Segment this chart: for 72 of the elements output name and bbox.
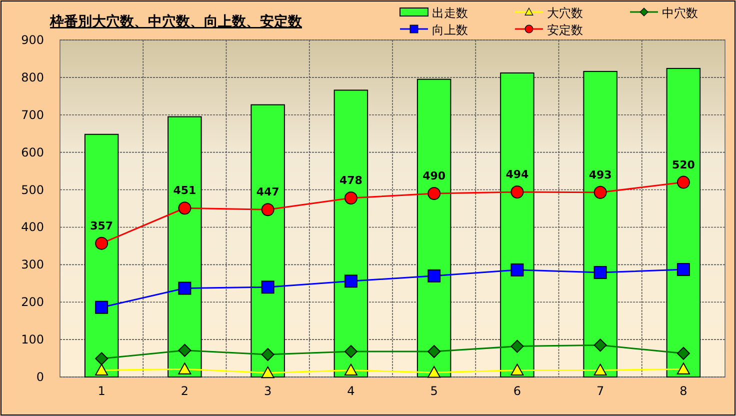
point [428,345,441,358]
x-tick-label: 2 [180,384,189,398]
data-label: 447 [256,186,280,199]
point [95,364,108,376]
legend-label: 出走数 [432,6,468,20]
point [428,366,441,378]
point [95,300,108,314]
point [428,269,441,282]
bar [84,134,119,378]
point [344,364,358,376]
point [510,364,524,376]
legend-label: 安定数 [547,23,583,37]
y-tick-label: 500 [21,182,44,197]
point [676,346,690,360]
x-tick-label: 3 [264,384,272,398]
point [676,176,690,189]
point [95,352,108,366]
point [178,362,192,374]
data-label: 451 [173,184,196,198]
point [676,263,690,276]
x-tick-label: 4 [347,384,355,398]
point [510,340,524,353]
y-tick-label: 200 [21,295,44,310]
y-tick-label: 900 [21,33,44,47]
point [344,192,358,205]
y-tick-label: 0 [36,370,44,384]
bar [583,70,618,378]
legend-label: 向上数 [432,23,468,37]
point [344,345,358,358]
y-tick-label: 400 [21,220,44,234]
point [95,236,108,250]
bar [168,116,202,378]
y-tick-label: 700 [21,108,44,122]
bar [666,68,701,378]
point [594,266,607,280]
bar [250,104,285,378]
legend-label: 中穴数 [662,6,698,20]
data-label: 490 [422,170,446,183]
bar [416,78,452,378]
x-tick-label: 5 [430,384,438,398]
point [261,366,274,378]
x-tick-label: 6 [513,384,522,398]
bar [500,72,534,378]
point [594,364,607,376]
bar [334,90,368,378]
y-tick-label: 800 [21,70,44,84]
point [178,344,192,357]
y-tick-label: 300 [21,258,44,272]
point [261,280,274,294]
point [510,263,524,276]
point [428,187,441,200]
point [178,202,192,215]
point [510,186,524,199]
x-tick-label: 1 [98,384,106,398]
point [261,348,274,362]
data-label: 494 [506,168,530,182]
data-label: 493 [588,168,612,182]
point [261,203,274,216]
legend-label: 大穴数 [547,6,583,20]
chart-title: 枠番別大穴数、中穴数、向上数、安定数 [49,13,303,30]
data-label: 520 [672,158,696,172]
y-tick-label: 100 [21,332,44,347]
data-label: 357 [90,219,114,232]
x-tick-label: 8 [680,384,688,398]
point [178,282,192,295]
x-tick-label: 7 [596,384,604,398]
point [344,274,358,288]
y-tick-label: 600 [21,145,44,160]
point [676,362,690,374]
data-label: 478 [339,174,362,188]
point [594,186,607,199]
point [594,338,607,352]
